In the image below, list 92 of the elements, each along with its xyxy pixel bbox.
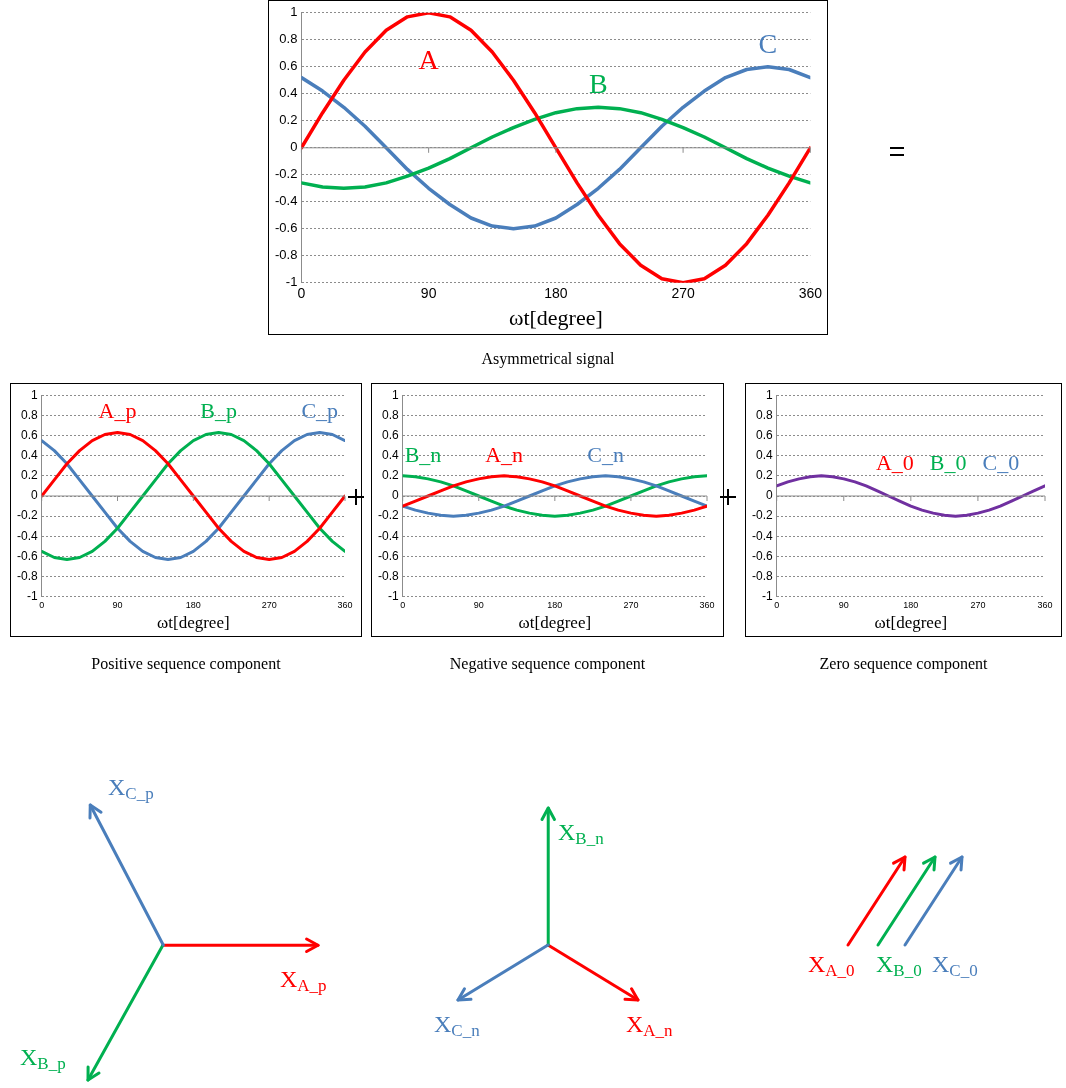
y-tick-label: 1	[290, 4, 298, 20]
y-tick-label: 0.4	[381, 447, 399, 462]
y-tick-label: 0.2	[755, 468, 773, 483]
y-tick-label: 1	[765, 387, 773, 402]
series-label: A	[418, 43, 440, 75]
y-tick-label: -0.4	[16, 528, 38, 543]
x-tick-label: 270	[970, 599, 986, 610]
y-tick-label: 0.8	[755, 407, 773, 422]
y-tick-label: -0.4	[274, 193, 298, 209]
x-axis-title: ωt[degree]	[508, 304, 603, 330]
series-label: A_n	[485, 441, 524, 467]
y-tick-label: -1	[388, 589, 399, 604]
x-tick-label: 0	[39, 599, 45, 610]
y-tick-label: 0.4	[20, 447, 38, 462]
y-tick-label: 0	[30, 488, 38, 503]
y-tick-label: 1	[391, 387, 399, 402]
y-tick-label: 0.6	[755, 427, 773, 442]
x-tick-label: 0	[774, 599, 780, 610]
text: X$_{C_n}$	[434, 1010, 480, 1042]
x-tick-label: 90	[838, 599, 849, 610]
series-label: C_n	[587, 441, 624, 467]
x-tick-label: 360	[337, 599, 353, 610]
x-tick-label: 360	[798, 285, 823, 302]
x-tick-label: 90	[473, 599, 484, 610]
y-tick-label: 0.6	[381, 427, 399, 442]
y-tick-label: 0.2	[279, 112, 298, 128]
x-tick-label: 180	[544, 285, 568, 302]
y-tick-label: -1	[27, 589, 38, 604]
y-tick-label: 0.2	[381, 468, 399, 483]
x-tick-label: 270	[671, 285, 695, 302]
x-tick-label: 180	[903, 599, 919, 610]
text: Zero sequence component	[818, 655, 989, 673]
x-tick-label: 90	[420, 285, 437, 302]
y-tick-label: 0.8	[279, 31, 298, 47]
series-label: B_p	[200, 398, 237, 424]
series-label: B_n	[404, 441, 442, 467]
y-tick-label: 0	[290, 139, 298, 155]
x-tick-label: 360	[699, 599, 715, 610]
y-tick-label: -0.4	[377, 528, 399, 543]
annotation: C_0	[982, 449, 1020, 475]
annotation: A_0	[875, 449, 914, 475]
text: X$_{C_p}$	[108, 773, 154, 805]
x-tick-label: 90	[112, 599, 123, 610]
y-tick-label: -1	[285, 274, 298, 290]
y-tick-label: 0.6	[20, 427, 38, 442]
y-tick-label: -0.8	[751, 568, 773, 583]
y-tick-label: -0.2	[16, 508, 38, 523]
series-label: C_p	[301, 398, 339, 424]
y-tick-label: 0.2	[20, 468, 38, 483]
y-tick-label: 1	[30, 387, 38, 402]
text: Asymmetrical signal	[480, 350, 616, 368]
series-label: C	[758, 27, 778, 59]
y-tick-label: 0.8	[20, 407, 38, 422]
y-tick-label: -0.8	[274, 247, 298, 263]
y-tick-label: -0.6	[274, 220, 298, 236]
y-tick-label: -0.6	[16, 548, 38, 563]
y-tick-label: 0	[765, 488, 773, 503]
x-tick-label: 360	[1037, 599, 1053, 610]
series-label: B	[588, 68, 608, 100]
x-tick-label: 0	[400, 599, 406, 610]
y-tick-label: -0.4	[751, 528, 773, 543]
x-axis-title: ωt[degree]	[157, 613, 230, 633]
y-tick-label: 0.6	[279, 58, 298, 74]
y-tick-label: -1	[762, 589, 773, 604]
y-tick-label: -0.6	[377, 548, 399, 563]
text: X$_{A_n}$	[626, 1010, 673, 1042]
y-tick-label: 0	[391, 488, 399, 503]
y-tick-label: 0.4	[755, 447, 773, 462]
x-tick-label: 180	[185, 599, 201, 610]
y-tick-label: -0.8	[16, 568, 38, 583]
y-tick-label: 0.4	[279, 85, 298, 101]
annotation: B_0	[929, 449, 967, 475]
text: X$_{C_0}$	[932, 950, 978, 982]
y-tick-label: -0.6	[751, 548, 773, 563]
series-label: A_p	[98, 398, 137, 424]
text: Negative sequence component	[448, 655, 647, 673]
x-tick-label: 180	[547, 599, 563, 610]
text: X$_{B_0}$	[876, 950, 922, 982]
y-tick-label: -0.2	[751, 508, 773, 523]
text: X$_{A_p}$	[280, 965, 327, 997]
y-tick-label: 0.8	[381, 407, 399, 422]
x-axis-title: ωt[degree]	[874, 613, 948, 633]
y-tick-label: -0.2	[274, 166, 298, 182]
x-tick-label: 270	[623, 599, 639, 610]
x-axis-title: ωt[degree]	[518, 613, 592, 633]
text: X$_{B_n}$	[558, 818, 604, 850]
text: X$_{A_0}$	[808, 950, 855, 982]
y-tick-label: -0.8	[377, 568, 399, 583]
x-tick-label: 270	[261, 599, 277, 610]
text: X$_{B_p}$	[20, 1043, 66, 1075]
y-tick-label: -0.2	[377, 508, 399, 523]
text: Positive sequence component	[90, 655, 282, 673]
